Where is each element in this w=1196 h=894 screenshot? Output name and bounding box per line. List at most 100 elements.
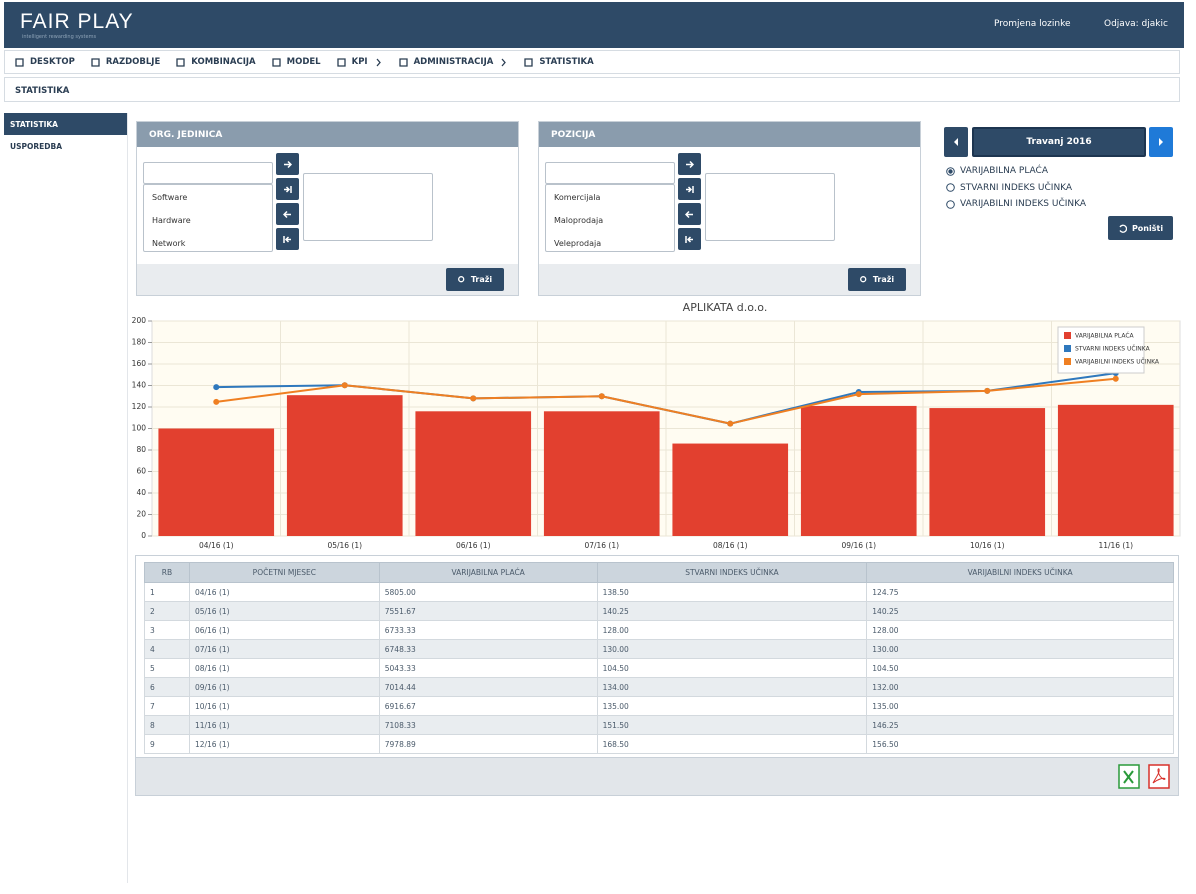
table-row: 5 08/16 (1) 5043.33 104.50 104.50 <box>144 658 1174 678</box>
table-row: 3 06/16 (1) 6733.33 128.00 128.00 <box>144 620 1174 640</box>
transfer-button[interactable] <box>678 153 701 175</box>
panel-title: ORG. JEDINICA <box>137 122 518 147</box>
transfer-button[interactable] <box>276 153 299 175</box>
breadcrumb: STATISTIKA <box>4 77 1180 102</box>
table-cell: 130.00 <box>596 639 868 659</box>
panel-footer: Traži <box>137 264 518 295</box>
legend-label: STVARNI INDEKS UČINKA <box>1075 346 1151 353</box>
transfer-button[interactable] <box>276 203 299 225</box>
x-tick-label: 07/16 (1) <box>584 541 619 550</box>
icon <box>524 57 533 67</box>
list-item[interactable]: Komercijala <box>554 193 601 202</box>
bar <box>672 443 789 536</box>
table-cell: 130.00 <box>866 639 1174 659</box>
table-cell: 4 <box>144 639 190 659</box>
list-item[interactable]: Hardware <box>152 216 191 225</box>
table-cell: 12/16 (1) <box>188 734 380 754</box>
prev-period[interactable] <box>944 127 968 157</box>
nav-item[interactable]: KPI <box>336 57 383 67</box>
list-item[interactable]: Veleprodaja <box>554 239 602 248</box>
legend <box>1057 326 1145 374</box>
table-cell: 135.00 <box>866 696 1174 716</box>
y-tick-label: 0 <box>141 531 146 540</box>
table-row: 6 09/16 (1) 7014.44 134.00 132.00 <box>144 677 1174 697</box>
pdf-export[interactable] <box>1148 764 1172 790</box>
transfer-button[interactable] <box>276 228 299 250</box>
table-row: 9 12/16 (1) 7978.89 168.50 156.50 <box>144 734 1174 754</box>
point <box>727 420 734 427</box>
panel-title: POZICIJA <box>539 122 920 147</box>
table-cell: 124.75 <box>866 582 1174 602</box>
panel: POZICIJA Komercijala Maloprodaja Veleprodaj… <box>538 121 921 296</box>
table-cell: 168.50 <box>596 734 868 754</box>
y-tick-label: 160 <box>132 359 147 368</box>
transfer-button[interactable] <box>678 228 701 250</box>
sidebar-item[interactable]: STATISTIKA <box>4 113 127 135</box>
chart-title: APLIKATA d.o.o. <box>683 301 768 314</box>
search-input[interactable] <box>143 162 273 184</box>
list-item[interactable]: Software <box>152 193 188 202</box>
search-button[interactable]: Traži <box>446 268 504 291</box>
nav-item[interactable]: ADMINISTRACIJA <box>398 57 509 67</box>
sidebar-item[interactable]: USPOREDBA <box>10 142 63 151</box>
table-cell: 09/16 (1) <box>188 677 380 697</box>
table-cell: 6748.33 <box>378 639 598 659</box>
list-item[interactable]: Network <box>152 239 186 248</box>
table-cell: 128.00 <box>596 620 868 640</box>
logout[interactable]: Odjava: djakic <box>1104 19 1168 29</box>
radio-option[interactable]: VARIJABILNI INDEKS UČINKA <box>946 199 1086 209</box>
nav-label: KOMBINACIJA <box>191 57 256 67</box>
table-cell: 06/16 (1) <box>188 620 380 640</box>
reset-button[interactable]: Poništi <box>1108 216 1173 240</box>
point <box>213 398 220 405</box>
logo: FAIR PLAY <box>20 10 134 33</box>
transfer-button[interactable] <box>678 178 701 200</box>
icon-shape <box>271 57 281 67</box>
radio-option[interactable]: VARIJABILNA PLAĆA <box>946 166 1048 176</box>
table-cell: 135.00 <box>596 696 868 716</box>
icon <box>398 57 408 67</box>
radio-label: VARIJABILNI INDEKS UČINKA <box>960 199 1087 209</box>
transfer-button[interactable] <box>678 203 701 225</box>
source-list: Komercijala Maloprodaja Veleprodaja <box>545 184 675 252</box>
table-cell: 7978.89 <box>378 734 598 754</box>
nav-label: MODEL <box>286 57 321 67</box>
radio-option[interactable]: STVARNI INDEKS UČINKA <box>946 183 1072 193</box>
nav-item[interactable]: DESKTOP <box>15 57 75 67</box>
table-cell: 5 <box>144 658 190 678</box>
table-panel: RB POČETNI MJESEC VARIJABILNA PLAĆA STVARNI… <box>135 555 1179 796</box>
icon-shape <box>501 58 507 66</box>
radio-circle <box>946 183 955 192</box>
x-tick-label: 09/16 (1) <box>841 541 876 550</box>
list-item[interactable]: Maloprodaja <box>554 216 604 225</box>
excel-export[interactable] <box>1118 764 1142 790</box>
top-bar: FAIR PLAY intelligent rewarding systems … <box>4 2 1184 48</box>
nav-item[interactable]: KOMBINACIJA <box>176 57 256 67</box>
table-cell: 151.50 <box>596 715 868 735</box>
change-password[interactable]: Promjena lozinke <box>994 19 1071 29</box>
table-cell: 9 <box>144 734 190 754</box>
radio-dot <box>948 168 953 174</box>
search-label: Traži <box>470 275 493 284</box>
bar <box>929 408 1046 536</box>
table-cell: 156.50 <box>866 734 1174 754</box>
table-cell: 08/16 (1) <box>188 658 380 678</box>
nav-item[interactable]: RAZDOBLJE <box>91 57 160 67</box>
nav-item[interactable]: STATISTIKA <box>524 57 594 67</box>
table-cell: 104.50 <box>596 658 868 678</box>
icon-shape <box>176 57 185 67</box>
search-input[interactable] <box>545 162 675 184</box>
table-cell: 7 <box>144 696 190 716</box>
period[interactable]: Travanj 2016 <box>972 127 1146 157</box>
table-cell: 05/16 (1) <box>188 601 380 621</box>
search-button[interactable]: Traži <box>848 268 906 291</box>
icon <box>1159 138 1163 146</box>
y-tick-label: 120 <box>132 402 147 411</box>
reset-label: Poništi <box>1131 223 1164 233</box>
transfer-button[interactable] <box>276 178 299 200</box>
radio-circle <box>946 166 955 176</box>
next-period[interactable] <box>1149 127 1173 157</box>
nav-item[interactable]: MODEL <box>271 57 321 67</box>
bar <box>1057 404 1174 536</box>
table-cell: 134.00 <box>596 677 868 697</box>
